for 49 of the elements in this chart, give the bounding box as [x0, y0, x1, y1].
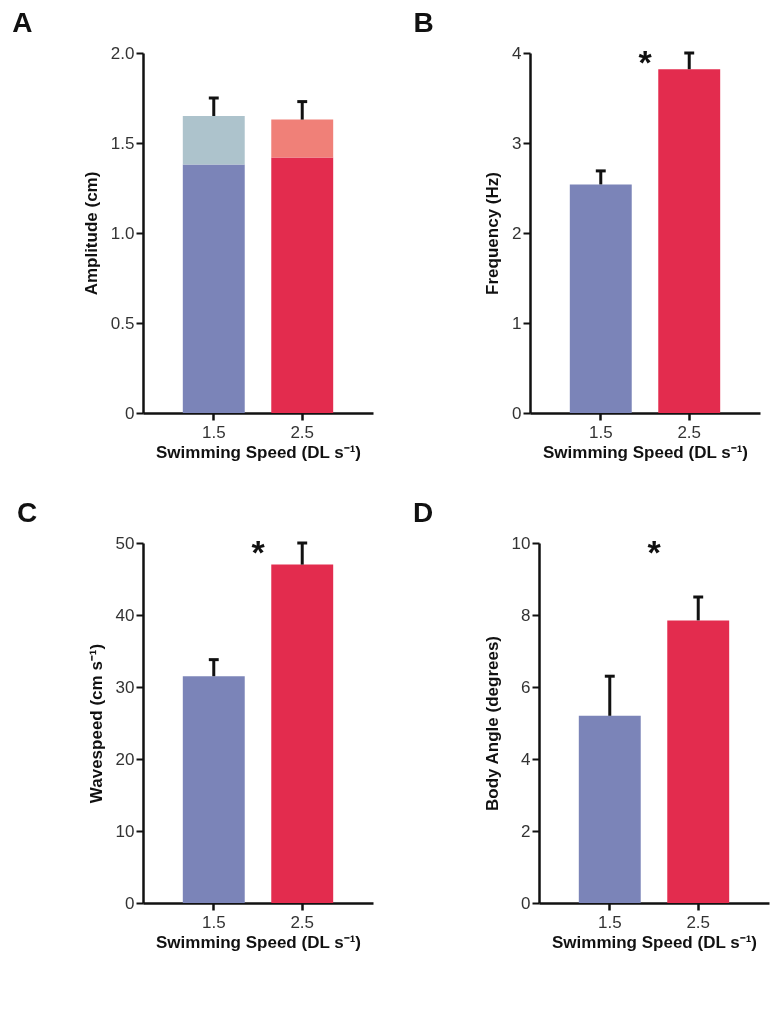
- chart-title: C: [17, 497, 38, 528]
- y-axis-title: Wavespeed (cm s⁻¹): [86, 643, 106, 804]
- y-tick-label: 2: [512, 223, 522, 243]
- y-axis-title: Amplitude (cm): [81, 171, 101, 296]
- y-tick-label: 1.0: [110, 223, 135, 243]
- x-axis-title: Swimming Speed (DL s⁻¹): [552, 932, 757, 952]
- y-tick-label: 2.0: [110, 43, 135, 63]
- x-tick-label: 2.5: [290, 912, 315, 932]
- x-tick-label: 2.5: [290, 422, 315, 442]
- y-tick-label: 30: [115, 677, 135, 697]
- x-tick-label: 1.5: [201, 422, 226, 442]
- y-tick-label: 0: [512, 403, 522, 423]
- y-tick-label: 8: [521, 605, 531, 625]
- x-tick-label: 1.5: [597, 912, 622, 932]
- x-tick-label: 1.5: [201, 912, 226, 932]
- x-tick-label: 2.5: [677, 422, 702, 442]
- y-tick-label: 1.5: [110, 133, 135, 153]
- chart-title: A: [12, 7, 33, 38]
- chart-title: B: [413, 7, 434, 38]
- bar: [271, 157, 334, 413]
- y-tick-label: 40: [115, 605, 135, 625]
- y-tick-label: 10: [115, 821, 135, 841]
- bar: [271, 119, 334, 158]
- annotation: *: [638, 43, 653, 81]
- y-tick-label: 6: [521, 677, 531, 697]
- y-tick-label: 4: [521, 749, 531, 769]
- y-tick-label: 1: [512, 313, 522, 333]
- y-tick-label: 20: [115, 749, 135, 769]
- y-tick-label: 0: [125, 403, 135, 423]
- y-tick-label: 0: [125, 893, 135, 913]
- y-tick-label: 10: [511, 533, 531, 553]
- x-tick-label: 2.5: [686, 912, 711, 932]
- y-axis-title: Body Angle (degrees): [482, 635, 502, 812]
- annotation: *: [647, 533, 662, 571]
- x-tick-label: 1.5: [588, 422, 613, 442]
- y-tick-label: 0.5: [110, 313, 135, 333]
- x-axis-title: Swimming Speed (DL s⁻¹): [156, 442, 361, 462]
- y-tick-label: 4: [512, 43, 522, 63]
- chart-title: D: [413, 497, 434, 528]
- y-tick-label: 0: [521, 893, 531, 913]
- x-axis-title: Swimming Speed (DL s⁻¹): [543, 442, 748, 462]
- y-tick-label: 3: [512, 133, 522, 153]
- y-tick-label: 50: [115, 533, 135, 553]
- y-tick-label: 2: [521, 821, 531, 841]
- x-axis-title: Swimming Speed (DL s⁻¹): [156, 932, 361, 952]
- annotation: *: [251, 533, 266, 571]
- bar: [182, 164, 245, 413]
- bar: [182, 116, 245, 165]
- y-axis-title: Frequency (Hz): [483, 172, 503, 295]
